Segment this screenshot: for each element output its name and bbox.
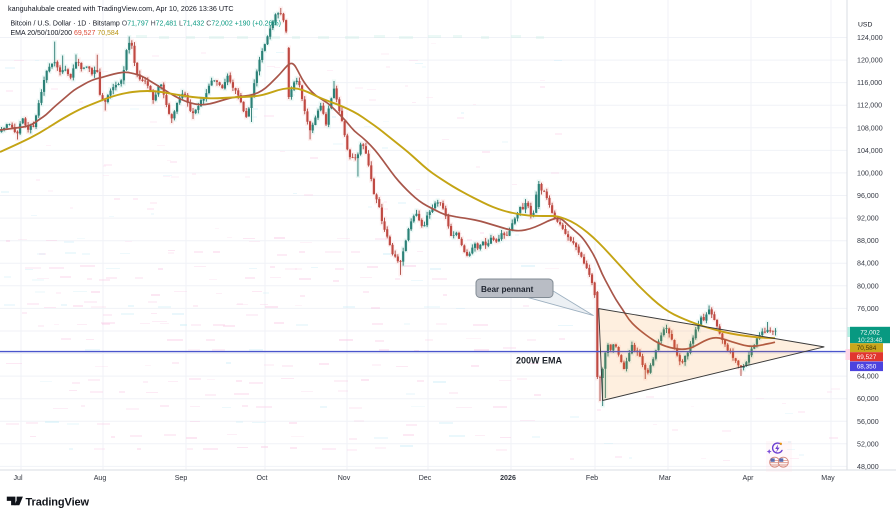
svg-text:69,527: 69,527: [857, 354, 877, 361]
svg-text:200W EMA: 200W EMA: [516, 356, 563, 366]
svg-text:76,000: 76,000: [857, 305, 879, 313]
svg-text:Dec: Dec: [419, 474, 432, 482]
svg-text:116,000: 116,000: [857, 79, 882, 87]
svg-text:Jul: Jul: [13, 474, 22, 482]
svg-text:112,000: 112,000: [857, 102, 882, 110]
svg-text:52,000: 52,000: [857, 440, 879, 448]
svg-text:124,000: 124,000: [857, 34, 883, 42]
svg-text:Bitcoin / U.S. Dollar · 1D · B: Bitcoin / U.S. Dollar · 1D · Bitstamp O7…: [11, 20, 282, 27]
svg-text:TradingView: TradingView: [26, 496, 90, 508]
svg-text:Feb: Feb: [586, 474, 598, 482]
svg-text:68,350: 68,350: [857, 364, 877, 371]
svg-text:84,000: 84,000: [857, 260, 879, 268]
svg-text:kanguhalubale created with Tra: kanguhalubale created with TradingView.c…: [8, 4, 234, 13]
svg-text:Aug: Aug: [94, 474, 107, 482]
svg-text:Nov: Nov: [338, 474, 351, 482]
svg-text:Bear pennant: Bear pennant: [481, 285, 534, 294]
svg-text:USD: USD: [858, 22, 872, 29]
svg-text:Apr: Apr: [742, 474, 754, 482]
svg-text:Mar: Mar: [659, 474, 672, 482]
svg-text:10:23:48: 10:23:48: [858, 337, 883, 344]
svg-text:May: May: [821, 474, 835, 482]
svg-text:88,000: 88,000: [857, 237, 879, 245]
svg-text:96,000: 96,000: [857, 192, 879, 200]
svg-text:Oct: Oct: [256, 474, 267, 482]
svg-text:Sep: Sep: [175, 474, 188, 482]
svg-text:48,000: 48,000: [857, 463, 879, 471]
svg-text:2026: 2026: [500, 474, 516, 482]
svg-text:104,000: 104,000: [857, 147, 883, 155]
svg-text:56,000: 56,000: [857, 418, 879, 426]
svg-text:100,000: 100,000: [857, 169, 883, 177]
svg-text:108,000: 108,000: [857, 124, 883, 132]
svg-text:60,000: 60,000: [857, 395, 879, 403]
svg-text:92,000: 92,000: [857, 215, 879, 223]
svg-text:120,000: 120,000: [857, 57, 883, 65]
svg-text:64,000: 64,000: [857, 373, 879, 381]
svg-text:80,000: 80,000: [857, 282, 879, 290]
svg-text:70,584: 70,584: [857, 345, 877, 352]
svg-text:EMA 20/50/100/200 69,527 70,58: EMA 20/50/100/200 69,527 70,584: [11, 30, 119, 37]
svg-text:72,002: 72,002: [860, 329, 880, 336]
